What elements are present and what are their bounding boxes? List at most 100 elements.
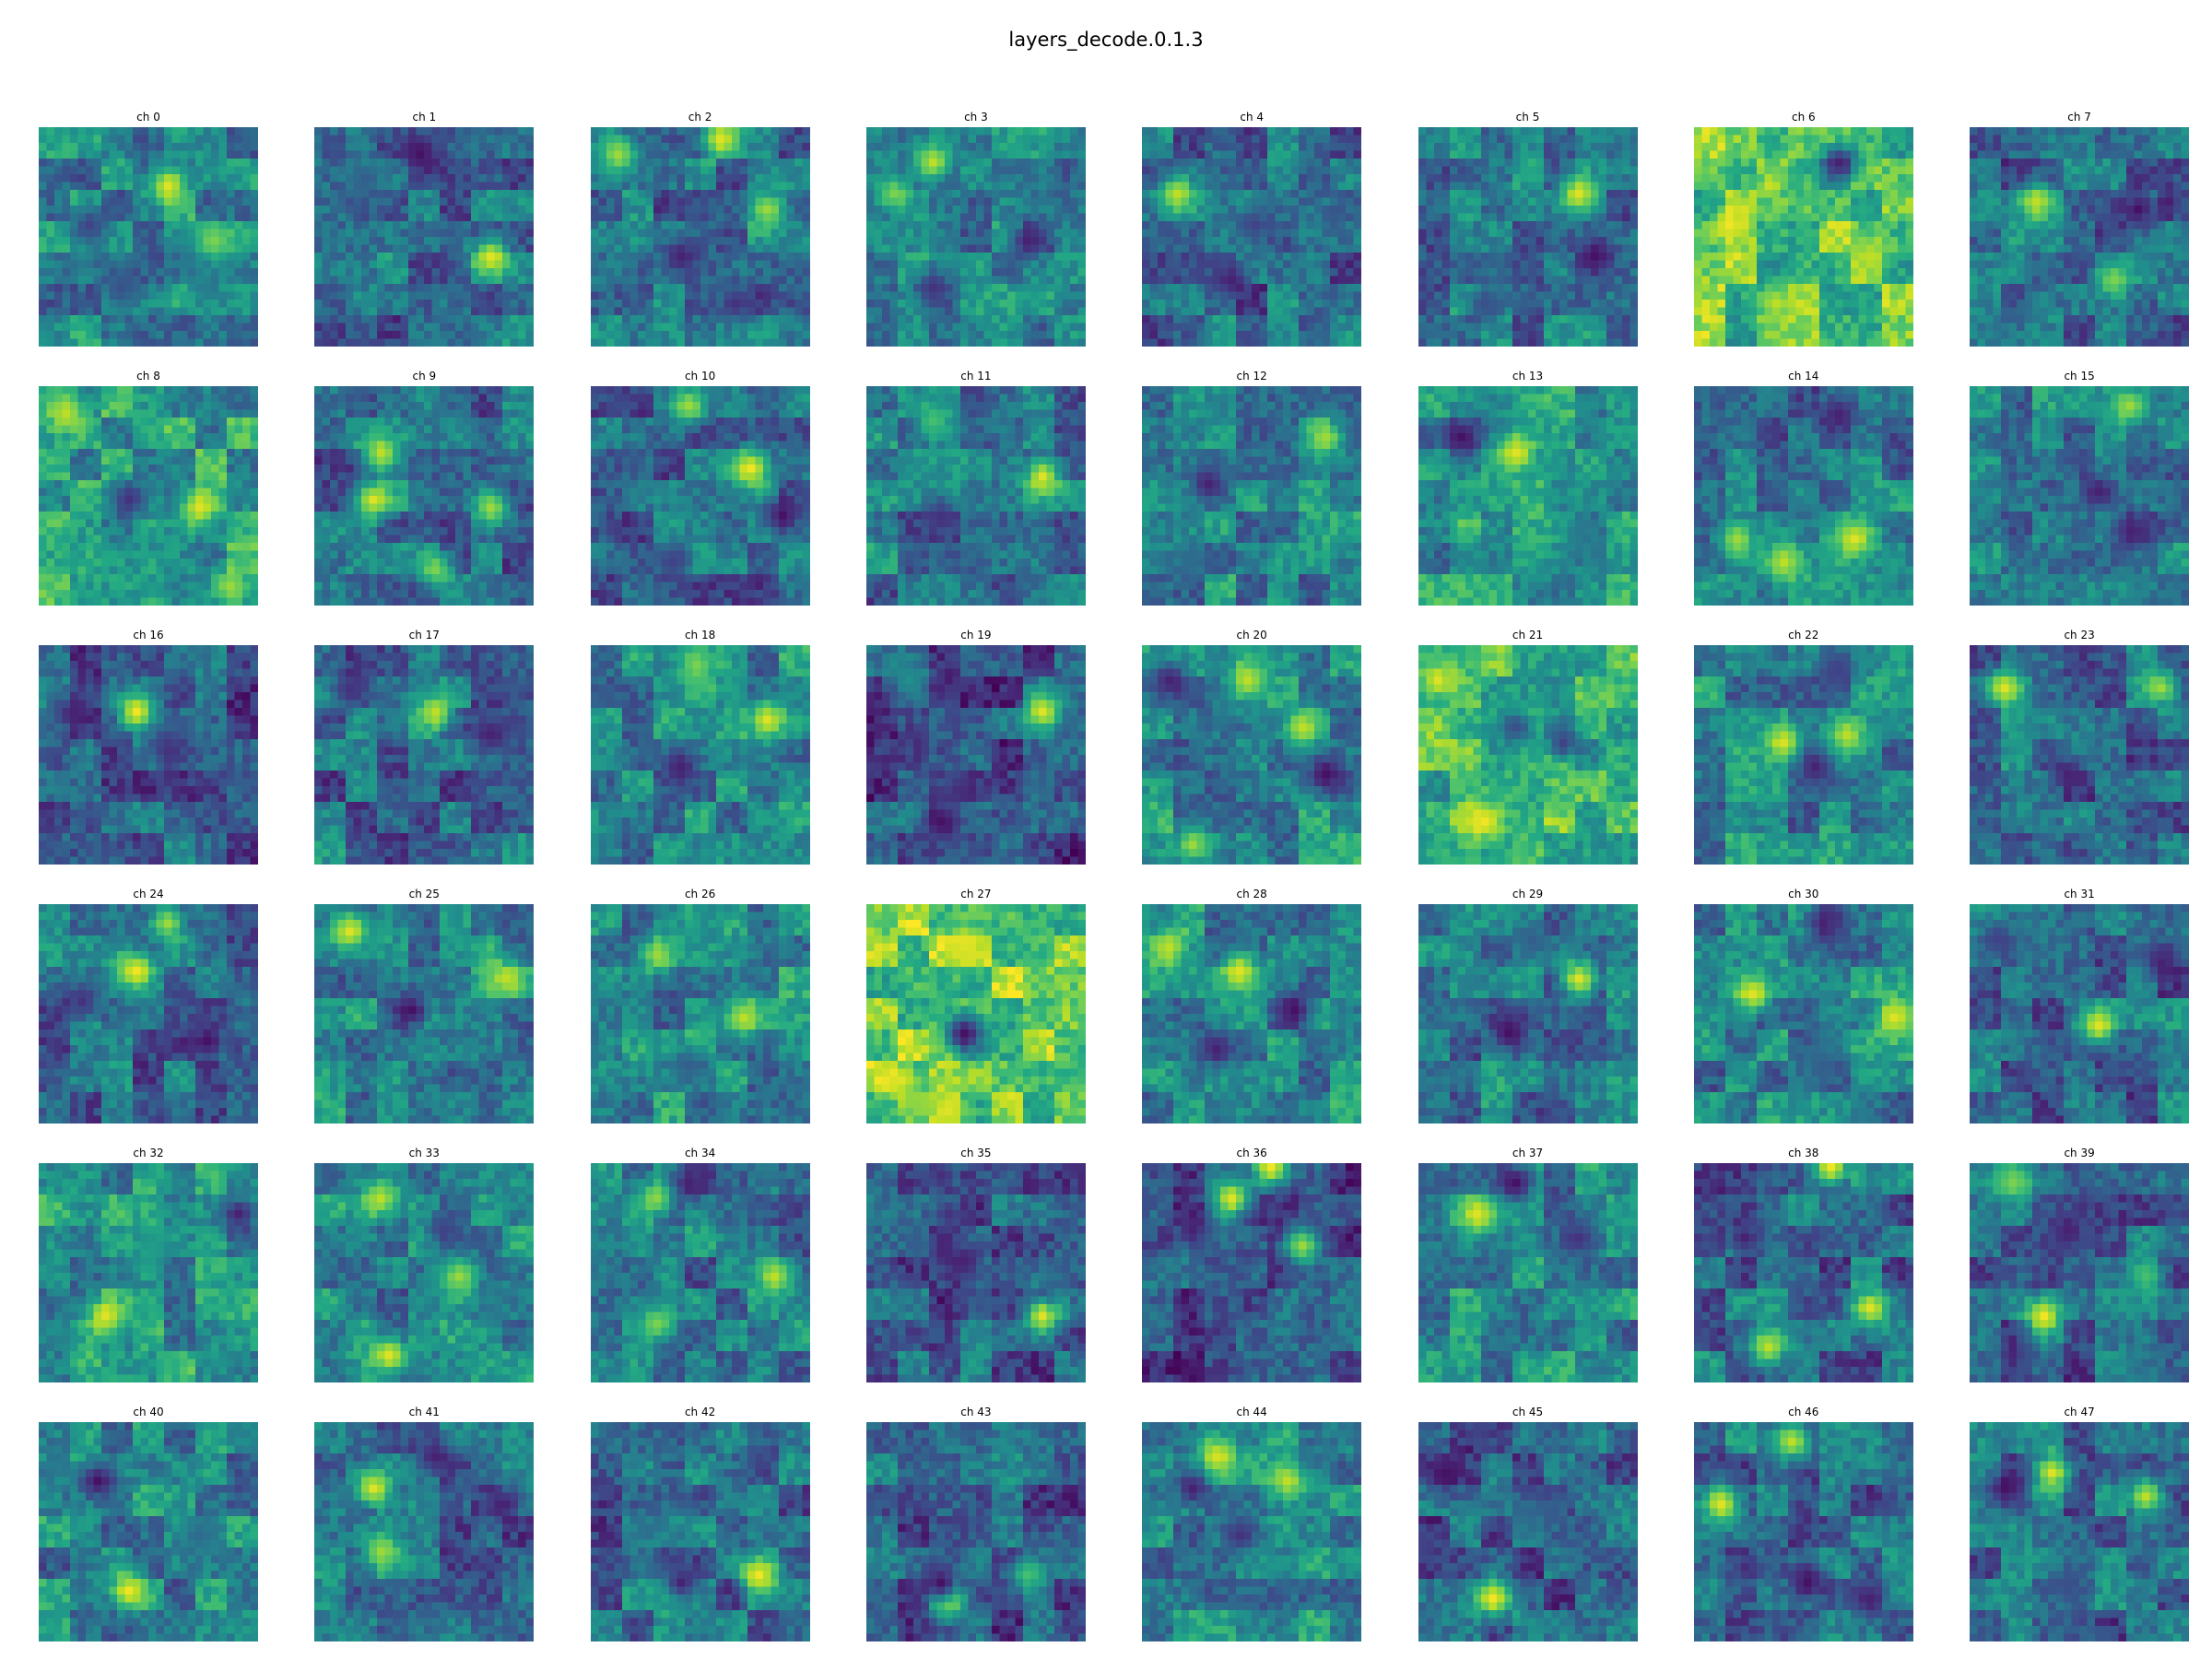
heatmap-image [1970, 904, 2190, 1124]
heatmap-panel: ch 31 [1970, 888, 2190, 1124]
heatmap-image [590, 645, 810, 865]
panel-title: ch 34 [591, 1147, 810, 1159]
heatmap-panel: ch 22 [1693, 629, 1913, 865]
panel-title: ch 23 [1970, 629, 2189, 641]
heatmap-image [1142, 127, 1362, 347]
heatmap-image [590, 1422, 810, 1641]
heatmap-image [1970, 386, 2190, 606]
panel-title: ch 44 [1142, 1406, 1361, 1418]
panel-title: ch 43 [866, 1406, 1086, 1418]
panel-title: ch 15 [1970, 370, 2189, 382]
heatmap-panel: ch 33 [314, 1147, 535, 1382]
heatmap-panel: ch 27 [865, 888, 1086, 1124]
heatmap-image [865, 904, 1086, 1124]
heatmap-image [865, 1422, 1086, 1641]
heatmap-image [1142, 1163, 1362, 1382]
heatmap-panel: ch 12 [1142, 370, 1362, 606]
panel-title: ch 6 [1694, 111, 1913, 124]
heatmap-panel: ch 8 [39, 370, 258, 606]
heatmap-image [1418, 1422, 1638, 1641]
heatmap-image [39, 645, 258, 865]
heatmap-panel: ch 38 [1693, 1147, 1913, 1382]
panel-title: ch 29 [1418, 888, 1638, 900]
heatmap-image [1418, 645, 1638, 865]
heatmap-panel: ch 47 [1970, 1406, 2190, 1641]
heatmap-panel: ch 9 [314, 370, 535, 606]
heatmap-panel: ch 39 [1970, 1147, 2190, 1382]
panel-title: ch 8 [39, 370, 258, 382]
panel-title: ch 30 [1694, 888, 1913, 900]
heatmap-panel: ch 5 [1418, 111, 1638, 347]
heatmap-panel: ch 11 [865, 370, 1086, 606]
panel-title: ch 21 [1418, 629, 1638, 641]
panel-title: ch 20 [1142, 629, 1361, 641]
heatmap-panel: ch 41 [314, 1406, 535, 1641]
heatmap-image [1142, 904, 1362, 1124]
panel-title: ch 11 [866, 370, 1086, 382]
panel-title: ch 12 [1142, 370, 1361, 382]
heatmap-image [39, 386, 258, 606]
heatmap-image [314, 645, 535, 865]
heatmap-panel: ch 1 [314, 111, 535, 347]
heatmap-panel: ch 18 [590, 629, 810, 865]
panel-title: ch 38 [1694, 1147, 1913, 1159]
panel-title: ch 41 [314, 1406, 534, 1418]
heatmap-image [1970, 1163, 2190, 1382]
panel-title: ch 16 [39, 629, 258, 641]
figure-title: layers_decode.0.1.3 [0, 28, 2212, 52]
panel-title: ch 28 [1142, 888, 1361, 900]
panel-title: ch 31 [1970, 888, 2189, 900]
heatmap-panel: ch 17 [314, 629, 535, 865]
panel-title: ch 39 [1970, 1147, 2189, 1159]
heatmap-panel: ch 15 [1970, 370, 2190, 606]
heatmap-panel: ch 0 [39, 111, 258, 347]
heatmap-panel: ch 28 [1142, 888, 1362, 1124]
panel-title: ch 5 [1418, 111, 1638, 124]
heatmap-image [1418, 904, 1638, 1124]
panel-title: ch 27 [866, 888, 1086, 900]
heatmap-image [1418, 127, 1638, 347]
heatmap-panel: ch 32 [39, 1147, 258, 1382]
heatmap-panel: ch 10 [590, 370, 810, 606]
panel-title: ch 18 [591, 629, 810, 641]
panel-title: ch 26 [591, 888, 810, 900]
panel-title: ch 2 [591, 111, 810, 124]
heatmap-panel: ch 26 [590, 888, 810, 1124]
heatmap-panel: ch 13 [1418, 370, 1638, 606]
heatmap-panel: ch 3 [865, 111, 1086, 347]
panel-title: ch 33 [314, 1147, 534, 1159]
heatmap-image [314, 386, 535, 606]
heatmap-image [1970, 645, 2190, 865]
heatmap-image [590, 904, 810, 1124]
heatmap-image [1142, 1422, 1362, 1641]
heatmap-image [1693, 645, 1913, 865]
panel-title: ch 47 [1970, 1406, 2189, 1418]
heatmap-image [314, 127, 535, 347]
panel-title: ch 17 [314, 629, 534, 641]
heatmap-image [39, 127, 258, 347]
heatmap-image [865, 386, 1086, 606]
heatmap-panel: ch 7 [1970, 111, 2190, 347]
panel-title: ch 13 [1418, 370, 1638, 382]
panel-title: ch 7 [1970, 111, 2189, 124]
panel-title: ch 40 [39, 1406, 258, 1418]
panel-title: ch 36 [1142, 1147, 1361, 1159]
heatmap-image [590, 127, 810, 347]
heatmap-image [1970, 1422, 2190, 1641]
heatmap-image [314, 1163, 535, 1382]
heatmap-panel: ch 40 [39, 1406, 258, 1641]
heatmap-panel: ch 34 [590, 1147, 810, 1382]
heatmap-image [39, 904, 258, 1124]
panel-title: ch 0 [39, 111, 258, 124]
heatmap-panel: ch 43 [865, 1406, 1086, 1641]
panel-title: ch 42 [591, 1406, 810, 1418]
heatmap-image [1693, 386, 1913, 606]
heatmap-panel: ch 45 [1418, 1406, 1638, 1641]
heatmap-image [1693, 127, 1913, 347]
panel-title: ch 25 [314, 888, 534, 900]
heatmap-image [865, 645, 1086, 865]
heatmap-panel: ch 21 [1418, 629, 1638, 865]
panel-title: ch 19 [866, 629, 1086, 641]
heatmap-panel: ch 24 [39, 888, 258, 1124]
heatmap-panel: ch 35 [865, 1147, 1086, 1382]
